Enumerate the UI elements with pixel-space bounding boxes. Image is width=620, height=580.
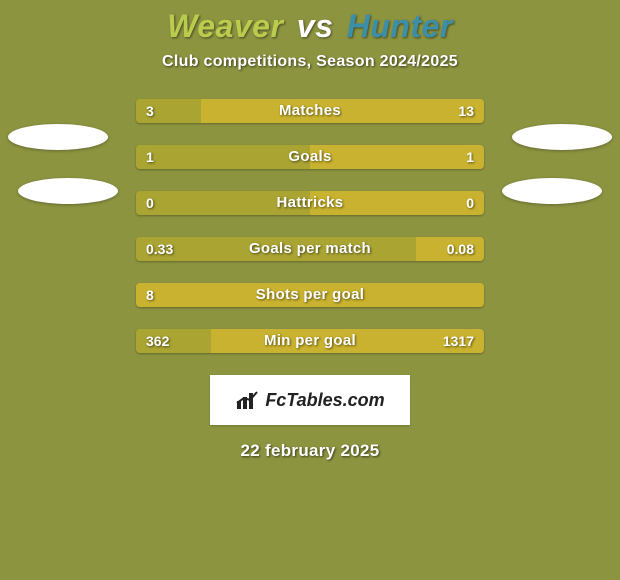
player2-name: Hunter [347, 8, 453, 44]
team-badge-right-2 [502, 178, 602, 204]
stat-label: Min per goal [136, 329, 484, 353]
stat-value-left: 8 [146, 283, 154, 307]
vs-separator: vs [297, 8, 334, 44]
team-badge-right-1 [512, 124, 612, 150]
stat-value-left: 362 [146, 329, 169, 353]
stat-row: Matches3 13 [136, 99, 484, 123]
stat-value-right: 1 [466, 145, 474, 169]
stat-label: Matches [136, 99, 484, 123]
stat-row: Shots per goal8 [136, 283, 484, 307]
stat-label: Shots per goal [136, 283, 484, 307]
stat-value-left: 3 [146, 99, 154, 123]
brand-text: FcTables.com [265, 390, 384, 411]
stat-value-right: 1317 [443, 329, 474, 353]
title: Weaver vs Hunter [0, 0, 620, 45]
stat-label: Hattricks [136, 191, 484, 215]
stat-label: Goals [136, 145, 484, 169]
stat-label: Goals per match [136, 237, 484, 261]
subtitle: Club competitions, Season 2024/2025 [0, 53, 620, 71]
stat-value-right: 13 [458, 99, 474, 123]
stat-row: Goals per match0.33 0.08 [136, 237, 484, 261]
stat-value-left: 1 [146, 145, 154, 169]
stat-row: Min per goal362 1317 [136, 329, 484, 353]
brand-chart-icon [235, 389, 261, 411]
date: 22 february 2025 [0, 441, 620, 461]
player1-name: Weaver [167, 8, 283, 44]
stat-rows: Matches3 13 Goals1 1 Hattricks0 0 Goals per ma… [136, 99, 484, 353]
stat-value-left: 0.33 [146, 237, 173, 261]
stat-value-right: 0 [466, 191, 474, 215]
brand-badge: FcTables.com [210, 375, 410, 425]
stat-row: Goals1 1 [136, 145, 484, 169]
stat-value-left: 0 [146, 191, 154, 215]
team-badge-left-2 [18, 178, 118, 204]
stat-value-right: 0.08 [447, 237, 474, 261]
stat-row: Hattricks0 0 [136, 191, 484, 215]
team-badge-left-1 [8, 124, 108, 150]
comparison-card: Weaver vs Hunter Club competitions, Seas… [0, 0, 620, 580]
